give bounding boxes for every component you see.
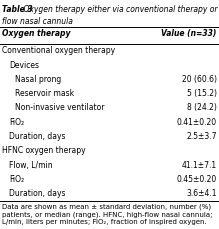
- Text: Devices: Devices: [9, 60, 39, 69]
- Text: 0.41±0.20: 0.41±0.20: [177, 117, 217, 126]
- Text: Table 3: Table 3: [2, 5, 33, 14]
- Text: Duration, days: Duration, days: [9, 131, 65, 140]
- Text: FiO₂: FiO₂: [9, 174, 24, 183]
- Text: Duration, days: Duration, days: [9, 188, 65, 197]
- Text: Value (n=33): Value (n=33): [161, 29, 217, 38]
- Text: Flow, L/min: Flow, L/min: [9, 160, 52, 169]
- Text: Conventional oxygen therapy: Conventional oxygen therapy: [2, 46, 115, 55]
- Text: Non-invasive ventilator: Non-invasive ventilator: [15, 103, 105, 112]
- Text: 41.1±7.1: 41.1±7.1: [182, 160, 217, 169]
- Text: 5 (15.2): 5 (15.2): [187, 89, 217, 98]
- Text: 8 (24.2): 8 (24.2): [187, 103, 217, 112]
- Text: flow nasal cannula: flow nasal cannula: [2, 17, 73, 26]
- Text: Data are shown as mean ± standard deviation, number (%)
patients, or median (ran: Data are shown as mean ± standard deviat…: [2, 203, 213, 224]
- Text: Oxygen therapy either via conventional therapy or high-: Oxygen therapy either via conventional t…: [21, 5, 219, 14]
- Text: 2.5±3.7: 2.5±3.7: [186, 131, 217, 140]
- Text: FiO₂: FiO₂: [9, 117, 24, 126]
- Text: Nasal prong: Nasal prong: [15, 75, 62, 84]
- Text: 3.6±4.1: 3.6±4.1: [186, 188, 217, 197]
- Text: Oxygen therapy: Oxygen therapy: [2, 29, 71, 38]
- Text: 20 (60.6): 20 (60.6): [182, 75, 217, 84]
- Text: Reservoir mask: Reservoir mask: [15, 89, 74, 98]
- Text: 0.45±0.20: 0.45±0.20: [177, 174, 217, 183]
- Text: HFNC oxygen therapy: HFNC oxygen therapy: [2, 146, 86, 155]
